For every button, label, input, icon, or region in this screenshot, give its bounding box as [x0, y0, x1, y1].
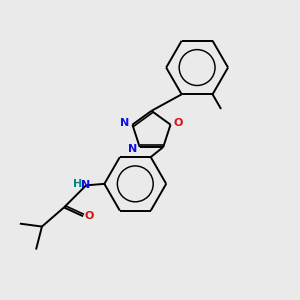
Text: O: O [173, 118, 183, 128]
Text: N: N [82, 180, 91, 190]
Text: N: N [128, 143, 137, 154]
Text: H: H [73, 179, 83, 189]
Text: O: O [85, 211, 94, 221]
Text: N: N [120, 118, 130, 128]
